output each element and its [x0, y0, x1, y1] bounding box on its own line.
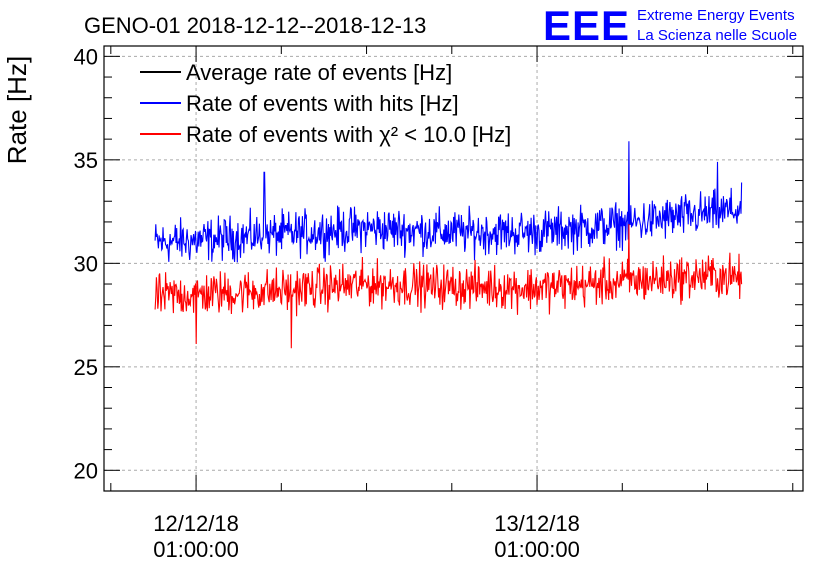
- x-tick-label-time: 01:00:00: [494, 537, 580, 562]
- series-line-2: [154, 223, 743, 349]
- legend-label-hits: Rate of events with hits [Hz]: [186, 91, 459, 116]
- eee-logo: EEE Extreme Energy Events La Scienza nel…: [543, 2, 797, 49]
- y-tick-label: 35: [74, 148, 98, 173]
- logo-line-1: Extreme Energy Events: [637, 7, 795, 24]
- y-tick-label: 20: [74, 458, 98, 483]
- y-tick-label: 30: [74, 251, 98, 276]
- series-layer: [154, 141, 743, 349]
- axes: 202530354012/12/1801:00:0013/12/1801:00:…: [74, 44, 803, 562]
- legend-label-average: Average rate of events [Hz]: [186, 60, 452, 85]
- grid: [104, 46, 803, 491]
- x-tick-label-date: 13/12/18: [494, 511, 580, 536]
- legend: Average rate of events [Hz] Rate of even…: [140, 60, 511, 147]
- logo-line-2: La Scienza nelle Scuole: [637, 27, 797, 44]
- x-tick-label-time: 01:00:00: [153, 537, 239, 562]
- y-tick-label: 25: [74, 355, 98, 380]
- x-tick-label-date: 12/12/18: [153, 511, 239, 536]
- y-axis-label: Rate [Hz]: [2, 56, 32, 164]
- series-line-1: [154, 141, 743, 263]
- legend-label-chi2: Rate of events with χ² < 10.0 [Hz]: [186, 122, 511, 147]
- plot-frame: [103, 45, 804, 492]
- chart-title: GENO-01 2018-12-12--2018-12-13: [84, 13, 426, 38]
- y-tick-label: 40: [74, 44, 98, 69]
- eee-logo-mark: EEE: [543, 2, 630, 49]
